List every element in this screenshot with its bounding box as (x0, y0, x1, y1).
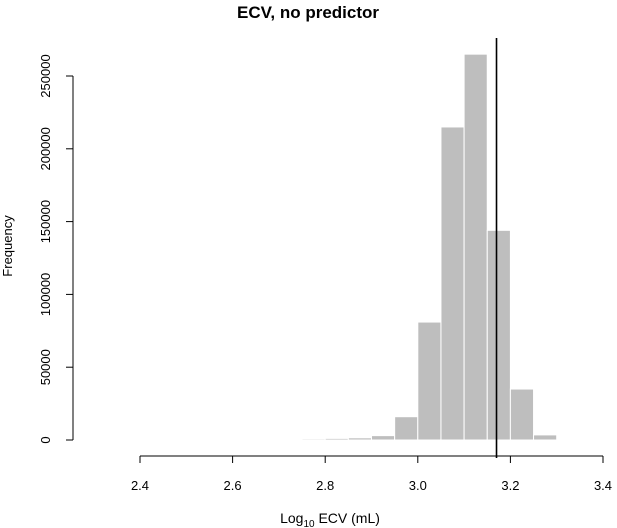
x-axis-label-subscript: 10 (303, 519, 315, 528)
x-tick-label: 3.0 (409, 478, 427, 493)
y-axis: 0 50000 100000 150000 200000 250000 (38, 54, 74, 444)
chart-title: ECV, no predictor (237, 3, 379, 22)
y-tick-label: 0 (38, 436, 53, 443)
x-axis-label: Log10 ECV (mL) (280, 510, 380, 528)
histogram-bars (255, 53, 558, 441)
x-axis-label-main: Log (280, 510, 303, 526)
y-tick-label: 250000 (38, 54, 53, 97)
y-tick-label: 200000 (38, 127, 53, 170)
y-axis-label: Frequency (0, 215, 15, 277)
histogram-bar (486, 229, 511, 441)
x-tick-label: 2.8 (316, 478, 334, 493)
x-tick-label: 3.4 (594, 478, 612, 493)
histogram-bar (440, 126, 465, 441)
x-axis: 2.4 2.6 2.8 3.0 3.2 3.4 (131, 455, 612, 493)
histogram-bar (278, 438, 303, 441)
histogram-bar (509, 388, 535, 441)
histogram-bar (394, 416, 419, 441)
y-tick-label: 100000 (38, 273, 53, 316)
histogram-bar (463, 53, 488, 441)
x-tick-label: 2.6 (224, 478, 242, 493)
x-axis-label-rest: ECV (mL) (315, 510, 380, 526)
histogram-bar (417, 321, 442, 441)
x-tick-label: 3.2 (501, 478, 519, 493)
y-tick-label: 50000 (38, 349, 53, 385)
histogram-bar (533, 434, 558, 441)
histogram-bar (301, 438, 326, 441)
histogram-bar (371, 435, 396, 441)
histogram-bar (324, 437, 349, 441)
histogram-bar (255, 439, 280, 441)
y-tick-label: 150000 (38, 200, 53, 243)
histogram-bar (347, 437, 373, 441)
x-tick-label: 2.4 (131, 478, 149, 493)
